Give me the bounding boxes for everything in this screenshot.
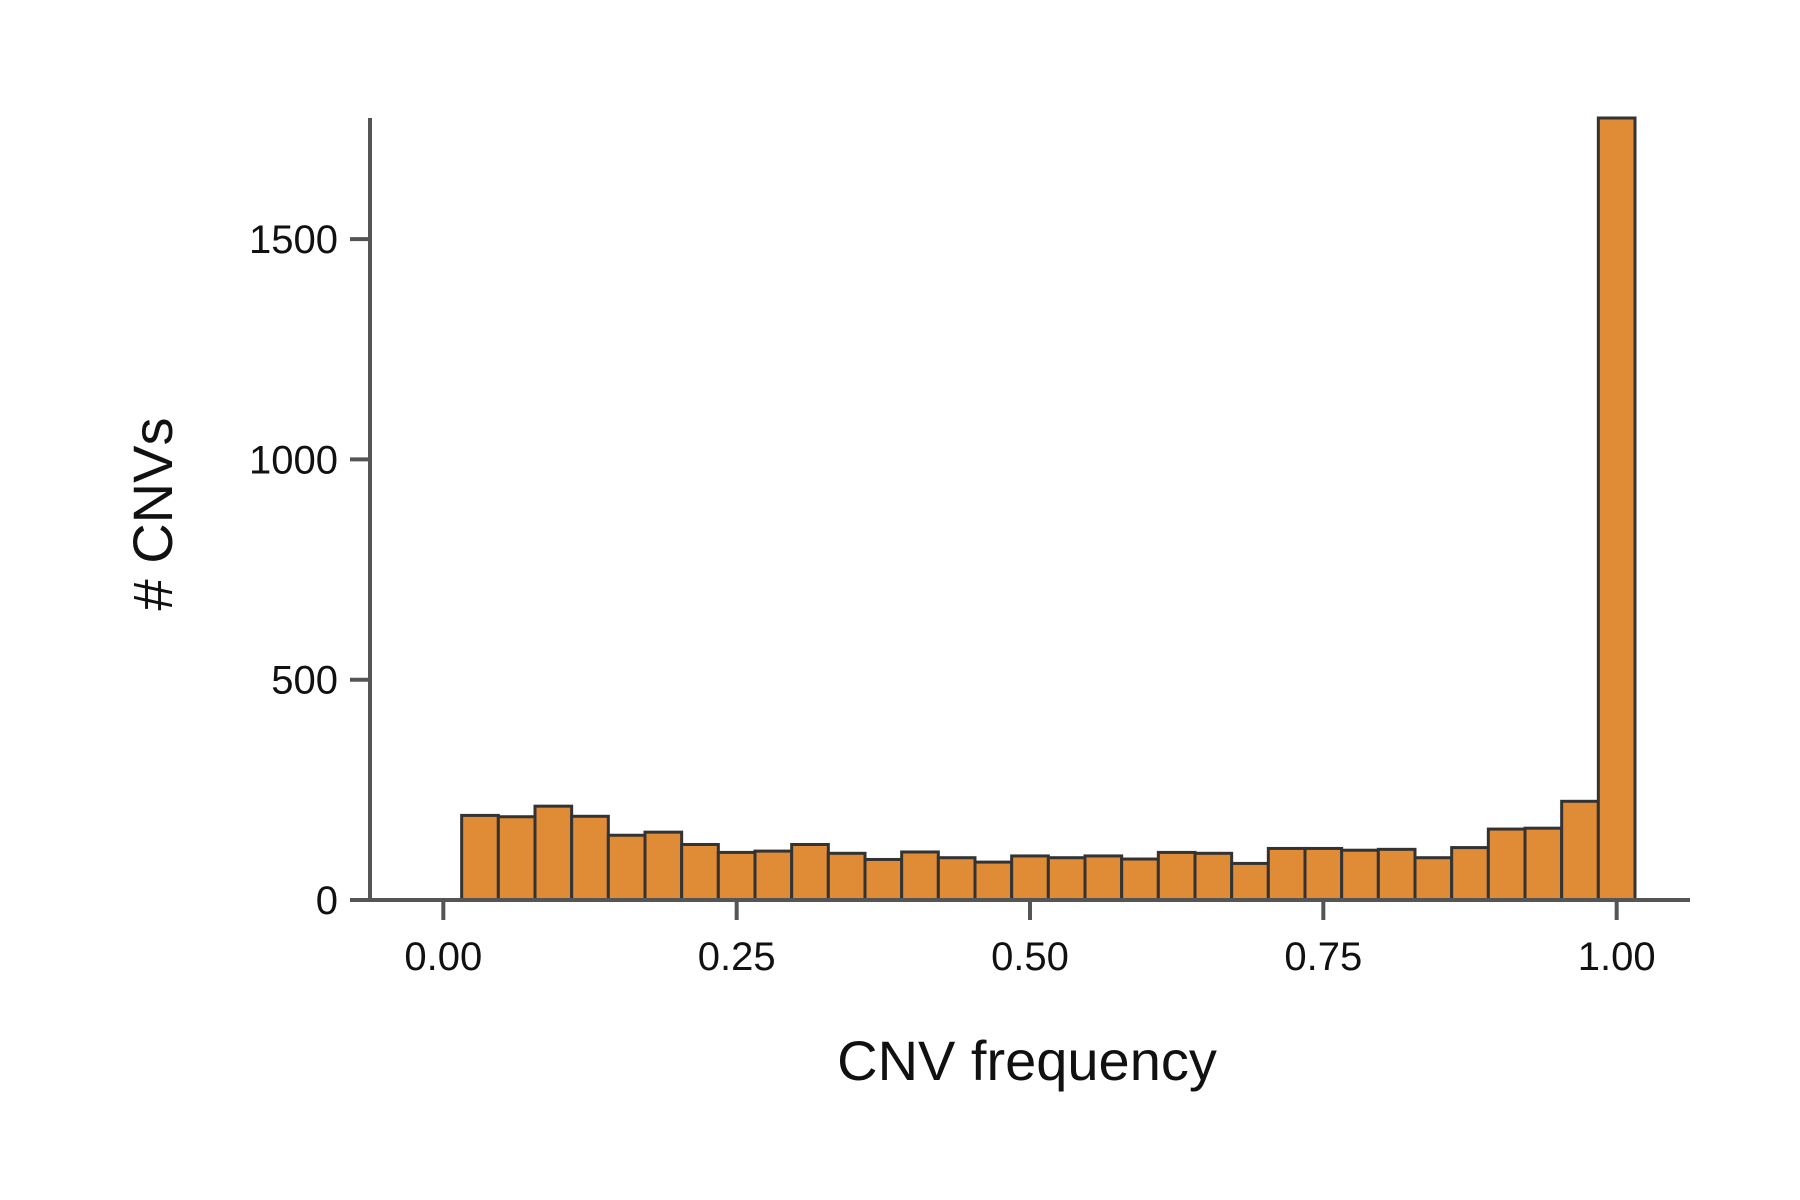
x-tick-label: 0.00 bbox=[404, 935, 482, 979]
histogram-bar bbox=[826, 851, 867, 902]
x-tick-label: 0.75 bbox=[1284, 935, 1362, 979]
histogram-bar bbox=[1596, 116, 1637, 902]
y-tick-label: 500 bbox=[271, 659, 338, 703]
histogram-bar bbox=[1266, 846, 1307, 902]
histogram-bar bbox=[1120, 857, 1160, 902]
histogram-bar bbox=[790, 842, 830, 902]
y-axis-title: # CNVs bbox=[121, 418, 184, 611]
axes-group bbox=[368, 118, 1690, 902]
histogram-bar bbox=[1193, 851, 1234, 902]
x-tick-label: 0.50 bbox=[991, 935, 1069, 979]
x-axis-title: CNV frequency bbox=[837, 1029, 1217, 1092]
histogram-bar bbox=[680, 842, 720, 902]
histogram-bar bbox=[1376, 847, 1417, 902]
histogram-bar bbox=[643, 830, 684, 902]
histogram-bar bbox=[1523, 826, 1564, 902]
histogram-bar bbox=[900, 850, 940, 902]
histogram-bar bbox=[460, 813, 500, 902]
ticks-group: 0.00 0.25 0.50 0.75 1.00 0 500 1000 1500 bbox=[249, 218, 1656, 979]
histogram-bar bbox=[753, 849, 794, 902]
histogram-bar bbox=[1450, 846, 1490, 902]
histogram-bar bbox=[936, 856, 977, 902]
x-tick-label: 1.00 bbox=[1578, 935, 1656, 979]
y-tick-label: 0 bbox=[316, 879, 338, 923]
histogram-bar bbox=[496, 815, 537, 902]
histogram-bar bbox=[606, 833, 647, 902]
histogram-bar bbox=[863, 857, 904, 902]
histogram-bar bbox=[1083, 854, 1124, 902]
histogram-bar bbox=[1156, 850, 1197, 902]
x-tick-label: 0.25 bbox=[698, 935, 776, 979]
histogram-bar bbox=[533, 804, 574, 902]
histogram-bar bbox=[1340, 848, 1380, 902]
histogram-bar bbox=[1046, 856, 1087, 902]
histogram-bar bbox=[973, 860, 1014, 902]
bars-group bbox=[460, 116, 1637, 902]
histogram-bar bbox=[1010, 854, 1050, 902]
histogram-bar bbox=[1303, 846, 1344, 902]
histogram-bar bbox=[1560, 799, 1600, 902]
histogram-bar bbox=[1486, 827, 1527, 902]
y-tick-label: 1000 bbox=[249, 438, 338, 482]
histogram-bar bbox=[1413, 856, 1454, 902]
histogram-bar bbox=[570, 814, 610, 902]
histogram-bar bbox=[1230, 861, 1270, 902]
histogram-bar bbox=[716, 850, 757, 902]
y-tick-label: 1500 bbox=[249, 218, 338, 262]
